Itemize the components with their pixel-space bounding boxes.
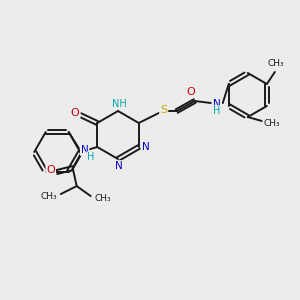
Text: N: N xyxy=(142,142,150,152)
Text: O: O xyxy=(186,87,195,97)
Text: CH₃: CH₃ xyxy=(268,59,284,68)
Text: N: N xyxy=(81,145,88,155)
Text: S: S xyxy=(160,105,167,115)
Text: NH: NH xyxy=(112,99,126,109)
Text: O: O xyxy=(46,165,55,175)
Text: CH₃: CH₃ xyxy=(94,194,111,202)
Text: CH₃: CH₃ xyxy=(40,192,57,201)
Text: N: N xyxy=(213,99,221,109)
Text: H: H xyxy=(213,106,220,116)
Text: O: O xyxy=(71,108,80,118)
Text: CH₃: CH₃ xyxy=(263,118,280,127)
Text: N: N xyxy=(115,161,123,171)
Text: H: H xyxy=(87,152,94,162)
